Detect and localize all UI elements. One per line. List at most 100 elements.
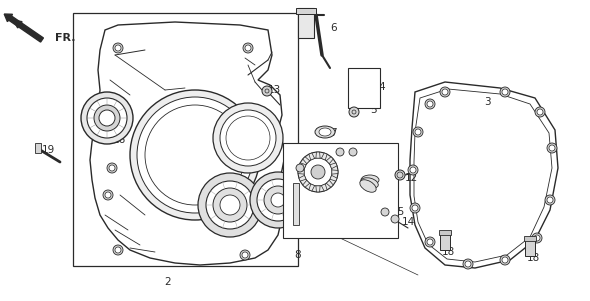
Bar [73, 13, 298, 266]
Circle shape [240, 250, 250, 260]
Polygon shape [303, 180, 310, 187]
Circle shape [425, 237, 435, 247]
Text: 17: 17 [290, 143, 303, 153]
Text: 3: 3 [484, 97, 490, 107]
Circle shape [336, 148, 344, 156]
Circle shape [262, 86, 272, 96]
Text: 19: 19 [42, 145, 55, 155]
Text: 20: 20 [265, 210, 278, 220]
Text: 13: 13 [268, 85, 281, 95]
Polygon shape [326, 157, 333, 164]
Circle shape [415, 129, 421, 135]
Circle shape [107, 163, 117, 173]
Polygon shape [410, 82, 558, 268]
Circle shape [391, 215, 399, 223]
Circle shape [81, 92, 133, 144]
Text: 15: 15 [392, 207, 405, 217]
FancyArrow shape [4, 14, 44, 42]
Polygon shape [299, 163, 306, 169]
Polygon shape [322, 153, 327, 160]
Circle shape [440, 87, 450, 97]
Circle shape [349, 148, 357, 156]
Text: 11: 11 [292, 225, 305, 235]
Circle shape [502, 257, 508, 263]
Text: 16: 16 [113, 135, 126, 145]
Circle shape [534, 235, 540, 241]
Polygon shape [322, 184, 327, 191]
Circle shape [545, 195, 555, 205]
Text: 18: 18 [526, 253, 540, 263]
Text: 11: 11 [358, 143, 371, 153]
Circle shape [500, 255, 510, 265]
Text: 21: 21 [235, 223, 248, 233]
Polygon shape [326, 180, 333, 187]
Circle shape [549, 145, 555, 151]
Circle shape [465, 261, 471, 267]
Circle shape [113, 43, 123, 53]
Circle shape [105, 192, 111, 198]
Ellipse shape [315, 126, 335, 138]
Circle shape [413, 127, 423, 137]
Circle shape [103, 190, 113, 200]
Circle shape [206, 181, 254, 229]
Circle shape [547, 143, 557, 153]
Circle shape [198, 173, 262, 237]
Circle shape [271, 193, 285, 207]
Text: 14: 14 [402, 217, 415, 227]
Circle shape [500, 87, 510, 97]
Circle shape [535, 107, 545, 117]
Bar [298, 8, 314, 38]
Polygon shape [309, 184, 314, 191]
Circle shape [243, 43, 253, 53]
Circle shape [250, 172, 306, 228]
Polygon shape [303, 157, 310, 164]
Text: 4: 4 [378, 82, 385, 92]
Polygon shape [330, 175, 337, 181]
Polygon shape [330, 163, 337, 169]
Circle shape [311, 165, 325, 179]
Circle shape [130, 90, 260, 220]
Circle shape [298, 152, 338, 192]
Text: 12: 12 [405, 173, 418, 183]
Text: 9: 9 [375, 200, 382, 210]
Text: 18: 18 [441, 247, 455, 257]
Circle shape [264, 186, 292, 214]
Circle shape [410, 167, 416, 173]
Circle shape [427, 101, 433, 107]
Ellipse shape [360, 180, 376, 192]
Text: 8: 8 [294, 250, 301, 260]
Polygon shape [332, 170, 338, 174]
Circle shape [304, 158, 332, 186]
Text: FR.: FR. [55, 33, 76, 43]
Bar [524, 236, 536, 241]
Polygon shape [298, 170, 304, 174]
Bar [296, 8, 316, 14]
Circle shape [463, 259, 473, 269]
Circle shape [94, 105, 120, 131]
Circle shape [137, 97, 253, 213]
Circle shape [547, 197, 553, 203]
Circle shape [349, 107, 359, 117]
Circle shape [381, 208, 389, 216]
Circle shape [220, 195, 240, 215]
Circle shape [115, 45, 121, 51]
Circle shape [213, 188, 247, 222]
Text: 9: 9 [373, 217, 379, 227]
Circle shape [257, 179, 299, 221]
Bar [348, 68, 380, 108]
Circle shape [113, 245, 123, 255]
Polygon shape [316, 152, 320, 158]
Circle shape [109, 165, 115, 171]
Text: 11: 11 [345, 143, 358, 153]
Polygon shape [309, 153, 314, 160]
Circle shape [502, 89, 508, 95]
Text: 2: 2 [165, 277, 171, 287]
Text: 5: 5 [370, 105, 376, 115]
Circle shape [115, 247, 121, 253]
Ellipse shape [361, 175, 379, 185]
Polygon shape [90, 22, 285, 265]
Text: 9: 9 [393, 170, 399, 180]
Ellipse shape [360, 178, 378, 188]
Circle shape [242, 252, 248, 258]
Bar [439, 230, 451, 235]
